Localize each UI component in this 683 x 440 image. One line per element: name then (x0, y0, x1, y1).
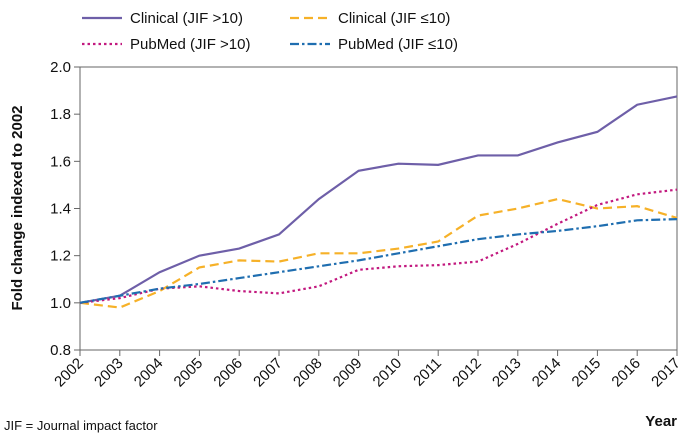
x-tick-label: 2002 (51, 355, 87, 391)
x-tick-label: 2006 (210, 355, 246, 391)
x-tick-label: 2004 (131, 355, 167, 391)
x-tick-label: 2003 (91, 355, 127, 391)
x-tick-label: 2007 (250, 355, 286, 391)
y-axis-label: Fold change indexed to 2002 (9, 105, 26, 310)
y-tick-label: 1.0 (50, 295, 71, 312)
series-line (79, 218, 678, 304)
series-line (79, 188, 678, 304)
legend-label: PubMed (JIF ≤10) (338, 36, 458, 53)
x-tick-label: 2008 (290, 355, 326, 391)
x-tick-label: 2014 (529, 355, 565, 391)
x-tick-label: 2010 (370, 355, 406, 391)
x-tick-label: 2015 (569, 355, 605, 391)
legend-label: PubMed (JIF >10) (130, 36, 250, 53)
plot-frame (79, 66, 678, 351)
legend-label: Clinical (JIF ≤10) (338, 10, 450, 27)
footnote: JIF = Journal impact factor (4, 418, 158, 433)
x-axis-label: Year (645, 413, 677, 430)
legend-label: Clinical (JIF >10) (130, 10, 243, 27)
y-tick-label: 1.4 (50, 201, 71, 218)
x-tick-label: 2011 (410, 355, 445, 390)
y-tick-label: 2.0 (50, 59, 71, 76)
x-tick-label: 2013 (489, 355, 525, 391)
y-tick-label: 1.6 (50, 153, 71, 170)
x-tick-label: 2016 (608, 355, 644, 391)
x-tick-label: 2005 (171, 355, 207, 391)
y-tick-label: 1.8 (50, 106, 71, 123)
y-tick-label: 1.2 (50, 248, 71, 265)
y-tick-label: 0.8 (50, 342, 71, 359)
x-tick-label: 2012 (449, 355, 485, 391)
x-tick-label: 2017 (648, 355, 683, 391)
series-line (79, 95, 678, 304)
x-tick-label: 2009 (330, 355, 366, 391)
series-line (79, 197, 678, 309)
